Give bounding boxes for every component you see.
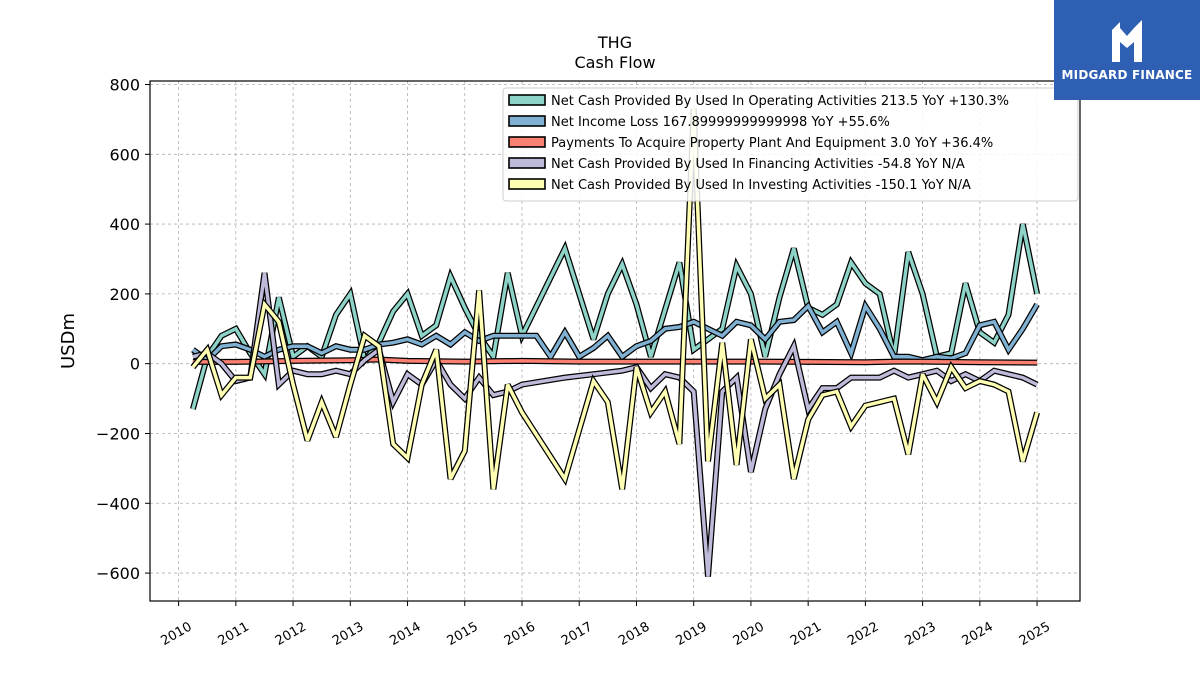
plot-frame — [149, 80, 1081, 602]
y-tick-label: 400 — [109, 215, 140, 234]
x-tick-label: 2013 — [330, 619, 366, 649]
x-tick-label: 2020 — [731, 619, 767, 649]
legend-entry: Net Cash Provided By Used In Financing A… — [551, 157, 965, 172]
legend-entry: Net Cash Provided By Used In Investing A… — [551, 178, 971, 193]
y-tick-label: 200 — [109, 285, 140, 304]
series-outline-net-cash-provided-by-used-in-operating-activities — [190, 223, 1041, 410]
x-tick-label: 2010 — [158, 619, 194, 649]
chart-subtitle: Cash Flow — [574, 53, 655, 72]
chart-title: THG — [597, 33, 632, 52]
legend-swatch — [508, 115, 546, 127]
series-line-net-cash-provided-by-used-in-investing-activities — [191, 108, 1039, 490]
legend-entry: Payments To Acquire Property Plant And E… — [551, 136, 993, 151]
y-tick-label: −200 — [96, 424, 140, 443]
y-tick-label: −400 — [96, 494, 140, 513]
x-tick-label: 2018 — [616, 619, 652, 649]
series-line-payments-to-acquire-property-plant-and-equipment — [192, 357, 1038, 365]
legend-swatch — [508, 94, 546, 106]
x-tick-label: 2015 — [445, 619, 481, 649]
x-tick-label: 2024 — [960, 619, 996, 649]
brand-name: MIDGARD FINANCE — [1061, 68, 1193, 82]
x-tick-label: 2023 — [902, 619, 938, 649]
legend-swatch — [508, 157, 546, 169]
x-tick-label: 2012 — [273, 619, 309, 649]
x-tick-label: 2014 — [387, 619, 423, 649]
legend: Net Cash Provided By Used In Operating A… — [502, 87, 1079, 202]
series-line-net-income-loss — [191, 301, 1039, 363]
series-line-net-cash-provided-by-used-in-financing-activities — [192, 272, 1038, 577]
x-tick-label: 2022 — [845, 619, 881, 649]
x-tick-label: 2016 — [502, 619, 538, 649]
midgard-logo-icon — [1112, 20, 1142, 62]
x-tick-label: 2011 — [216, 619, 252, 649]
legend-box — [502, 87, 1079, 202]
y-tick-label: 600 — [109, 145, 140, 164]
series-outline-net-cash-provided-by-used-in-financing-activities — [192, 272, 1039, 577]
y-tick-label: 800 — [109, 75, 140, 94]
legend-swatch — [508, 178, 546, 190]
x-tick-label: 2021 — [788, 619, 824, 649]
series-lines — [190, 108, 1041, 577]
legend-swatch — [508, 136, 546, 148]
y-tick-label: 0 — [130, 355, 140, 374]
legend-entry: Net Income Loss 167.89999999999998 YoY +… — [551, 115, 890, 130]
x-tick-label: 2017 — [559, 619, 595, 649]
y-axis-label: USDm — [58, 313, 79, 369]
legend-entry: Net Cash Provided By Used In Operating A… — [551, 94, 1009, 109]
x-tick-label: 2019 — [674, 619, 710, 649]
brand-badge: MIDGARD FINANCE — [1054, 0, 1200, 100]
y-tick-label: −600 — [96, 564, 140, 583]
x-tick-label: 2025 — [1017, 619, 1053, 649]
